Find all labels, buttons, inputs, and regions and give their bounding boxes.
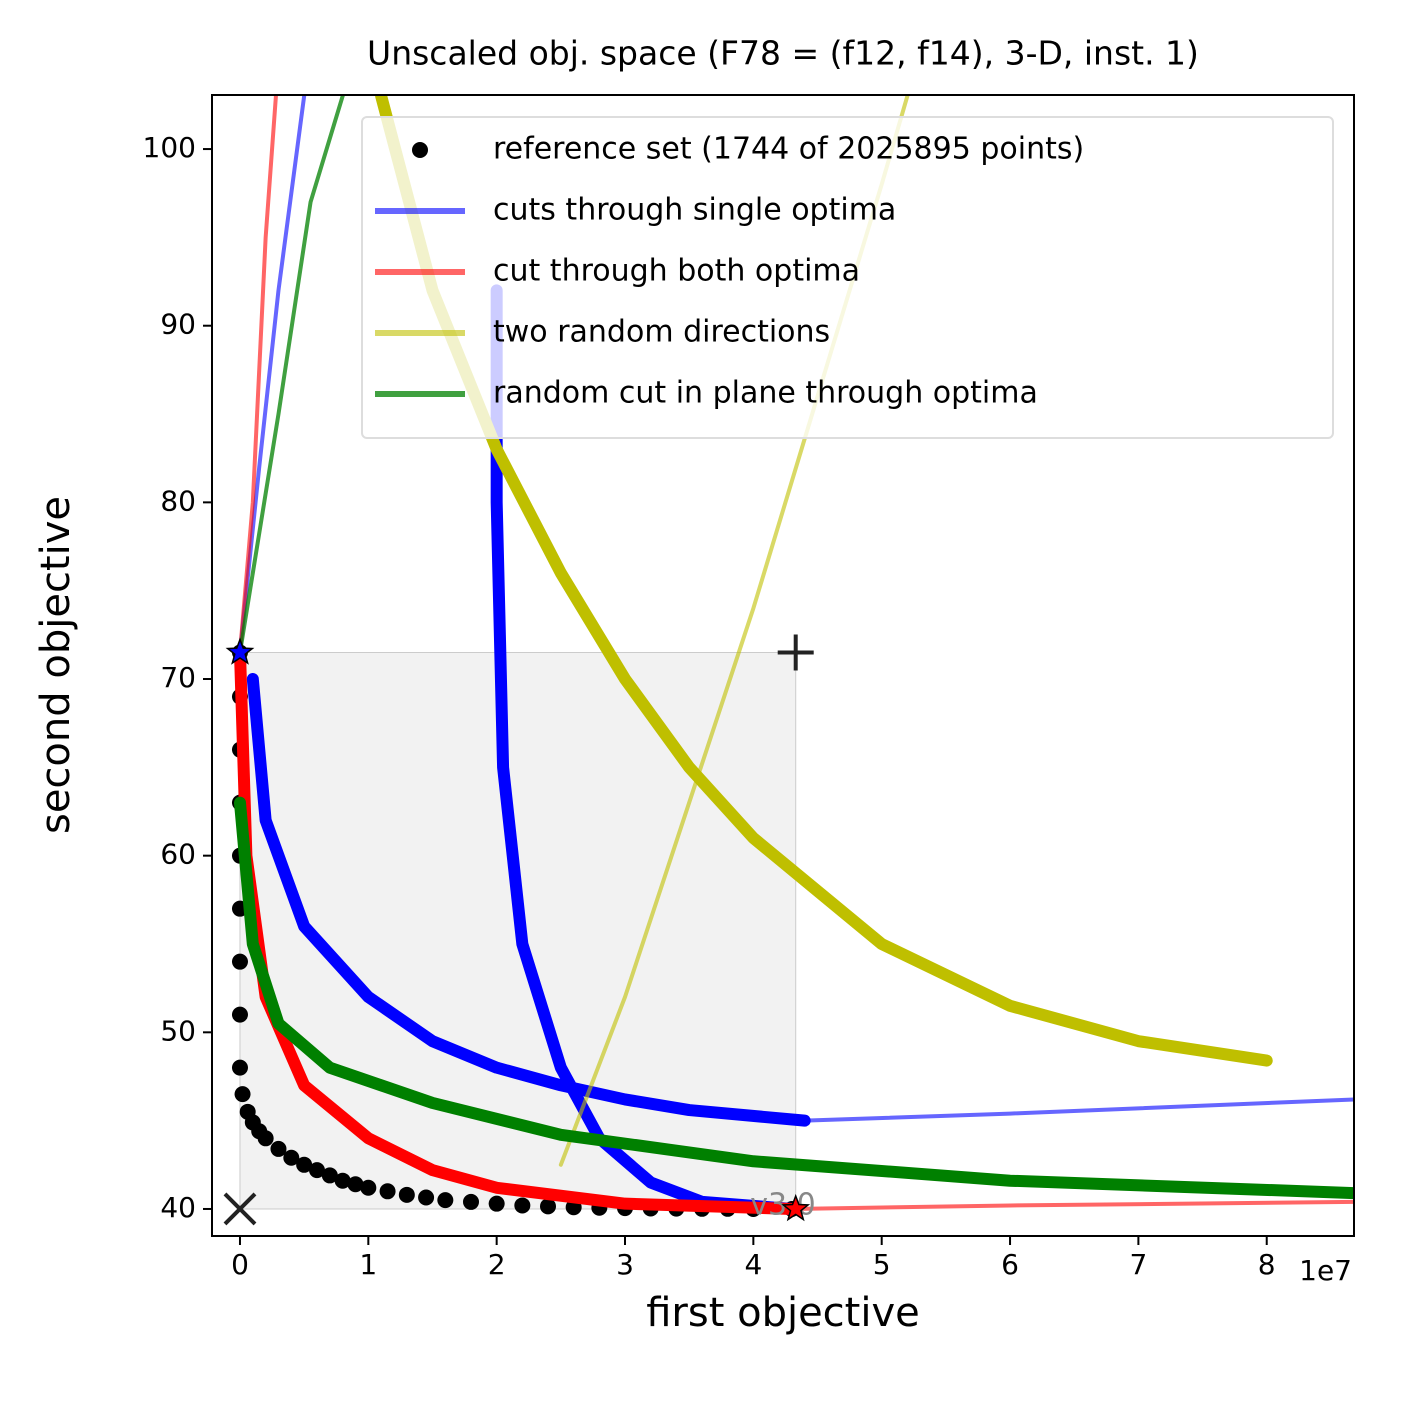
reference-point [514,1197,531,1214]
cross-marker [223,1192,257,1226]
plus-marker [777,634,814,671]
series-line [237,95,345,655]
reference-point [321,1167,338,1184]
series-line [802,1097,1354,1123]
legend: reference set (1744 of 2025895 points) cu… [361,116,1334,439]
reference-point [462,1193,479,1210]
series-line [233,796,1354,1200]
reference-point [334,1172,351,1189]
series-line [237,95,278,655]
x-offset-label: 1e7 [1299,1254,1352,1287]
reference-point [488,1195,505,1212]
y-tick-label: 40 [160,1191,196,1224]
x-tick-label: 4 [744,1248,762,1281]
reference-point [296,1156,313,1173]
star-marker [781,1193,811,1222]
reference-point [231,1006,248,1023]
reference-point [379,1183,396,1200]
reference-point [270,1140,287,1157]
legend-box [361,116,1334,439]
legend-label: cut through both optima [493,254,860,289]
reference-point [231,953,248,970]
reference-point [231,1059,248,1076]
y-tick-label: 80 [160,484,196,517]
y-tick-label: 90 [160,308,196,341]
x-tick-label: 3 [616,1248,634,1281]
reference-point [308,1162,325,1179]
legend-label: random cut in plane through optima [493,376,1038,411]
series-line [246,673,811,1127]
legend-label: two random directions [493,315,830,350]
x-tick-label: 0 [231,1248,249,1281]
y-axis-label: second objective [33,496,79,834]
axes-frame [211,94,1355,1237]
reference-point [234,1086,251,1103]
reference-point [360,1179,377,1196]
star-marker [225,637,255,665]
reference-point [398,1186,415,1203]
y-tick-label: 60 [160,838,196,871]
x-tick-label: 1 [359,1248,377,1281]
y-tick-label: 50 [160,1014,196,1047]
chart-title: Unscaled obj. space (F78 = (f12, f14), 3… [367,34,1199,73]
x-tick-label: 6 [1001,1248,1019,1281]
legend-marker [412,142,428,158]
y-tick-label: 100 [143,131,196,164]
reference-point [437,1192,454,1209]
reference-point [540,1198,557,1215]
x-tick-label: 2 [488,1248,506,1281]
y-tick-label: 70 [160,661,196,694]
reference-point [283,1149,300,1166]
legend-label: reference set (1744 of 2025895 points) [493,132,1084,167]
x-axis-label: first objective [646,1290,920,1336]
reference-point [418,1189,435,1206]
legend-label: cuts through single optima [493,193,896,228]
reference-point [347,1176,364,1193]
x-tick-label: 5 [873,1248,891,1281]
x-tick-label: 8 [1258,1248,1276,1281]
plot-area [231,95,1354,1217]
x-tick-label: 7 [1129,1248,1147,1281]
series-line [789,1199,1354,1211]
series-line [490,284,798,1215]
reference-point [257,1130,274,1147]
